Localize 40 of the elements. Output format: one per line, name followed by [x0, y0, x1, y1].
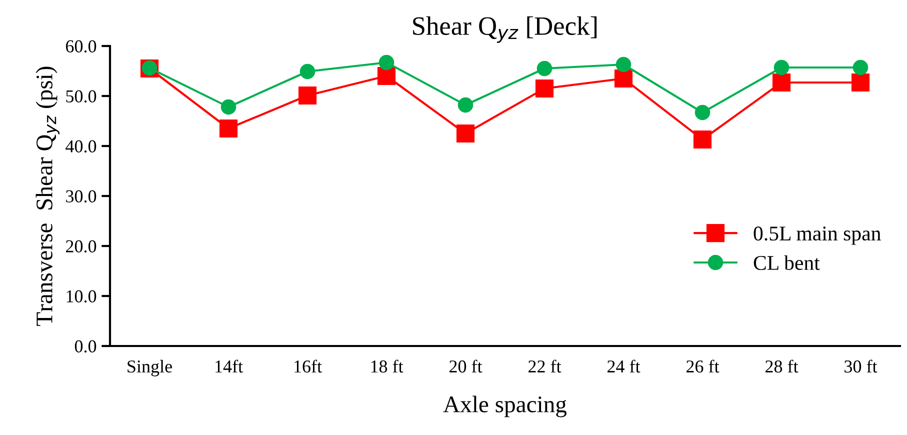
chart-title: Shear Q$_{yz}$ [Deck] — [413, 16, 597, 43]
y-tick-label: 10.0 — [66, 290, 96, 303]
x-tick-label: 28 ft — [765, 360, 798, 373]
legend-label: 0.5L main span — [754, 226, 881, 245]
y-tick-label: 50.0 — [66, 90, 96, 103]
point — [614, 69, 633, 88]
point — [378, 54, 394, 70]
point — [219, 119, 238, 138]
x-tick-label: 14ft — [216, 360, 243, 373]
point — [774, 60, 790, 76]
x-tick-label: Single — [128, 360, 172, 376]
point — [458, 97, 474, 113]
point — [772, 73, 791, 92]
x-tick-label: 26 ft — [686, 360, 720, 373]
point — [300, 64, 316, 80]
point — [456, 124, 475, 143]
y-tick-label: 20.0 — [66, 240, 96, 253]
point — [377, 66, 396, 86]
point — [851, 73, 870, 92]
point — [220, 99, 236, 115]
point — [852, 60, 868, 76]
x-axis-title: Axle spacing — [443, 396, 567, 418]
y-tick-label: 40.0 — [66, 140, 96, 153]
point — [694, 104, 710, 120]
x-tick-label: 18 ft — [371, 360, 404, 373]
x-tick-label: 16ft — [294, 360, 322, 373]
y-axis-title: Transverse Shear Q$_{yz}$ (psi) — [36, 66, 60, 326]
y-tick-label: 60.0 — [66, 40, 96, 53]
point — [536, 60, 552, 76]
x-tick-label: 24 ft — [607, 360, 640, 373]
point — [535, 79, 554, 98]
x-tick-label: 20 ft — [449, 360, 482, 373]
y-tick-label: 30.0 — [66, 190, 96, 203]
point — [616, 56, 632, 72]
legend-label: CL bent — [754, 255, 820, 270]
x-tick-label: 30 ft — [844, 360, 878, 373]
y-tick-label: 0.0 — [74, 340, 96, 353]
point — [693, 130, 712, 149]
x-tick-label: 22 ft — [528, 360, 562, 373]
point — [298, 86, 317, 105]
